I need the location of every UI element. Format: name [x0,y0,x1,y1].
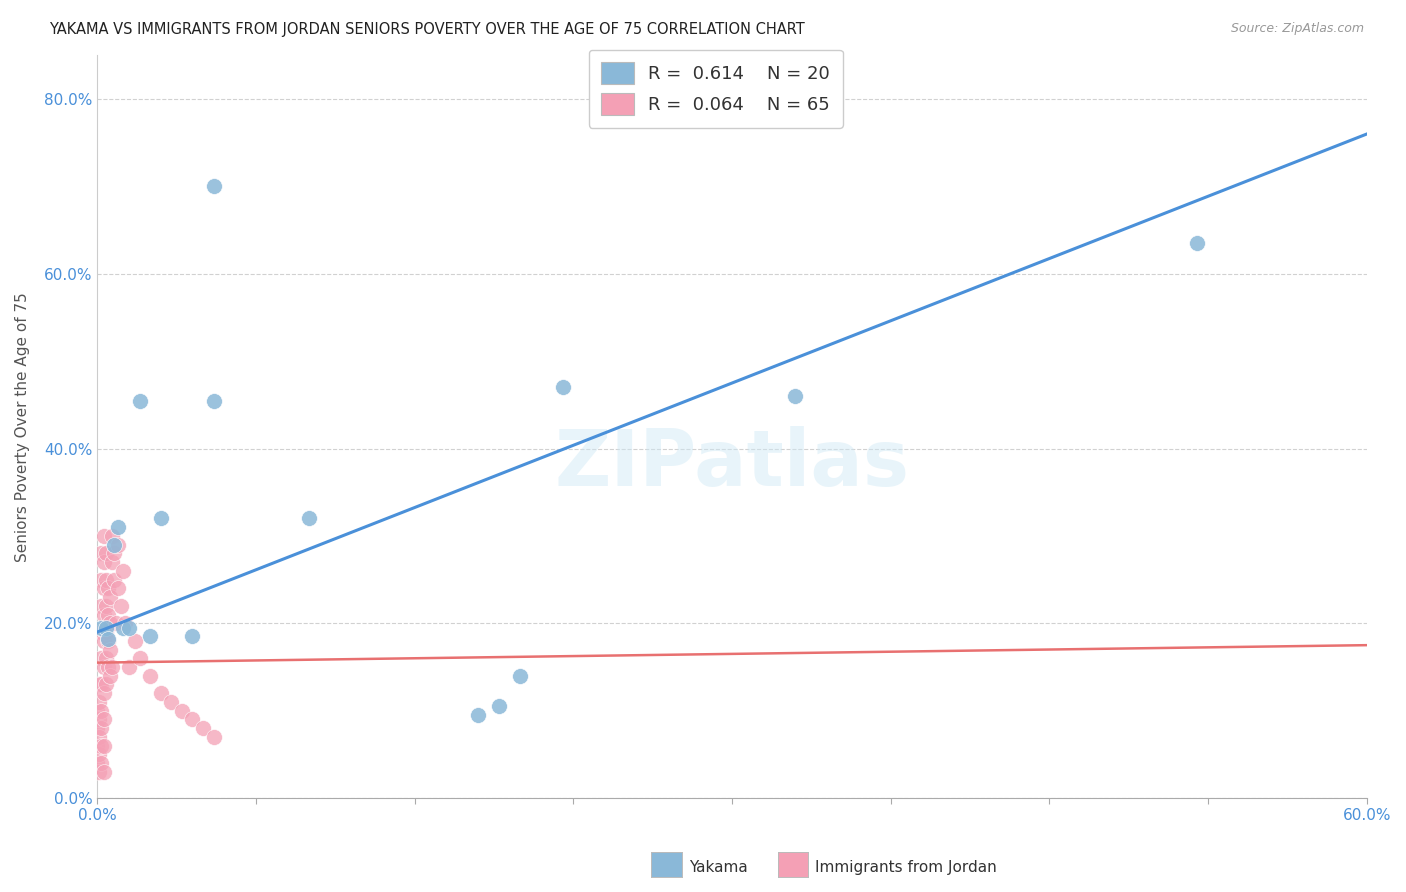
Point [128,393,150,408]
Point [124,633,146,648]
Point [298,511,321,525]
Point [89,730,111,744]
Point [128,651,150,665]
Point [110,599,132,613]
Point [90,677,112,691]
Point [93,660,115,674]
Point [97,632,120,646]
Point [101,660,124,674]
Point [94,677,117,691]
Point [93,607,115,622]
Point [551,380,574,394]
Point [181,713,204,727]
Point [103,546,125,560]
Point [103,573,125,587]
Point [93,686,115,700]
Point [90,704,112,718]
Point [93,713,115,727]
Point [139,669,162,683]
Point [94,599,117,613]
Point [488,699,510,714]
Text: ZIPatlas: ZIPatlas [554,425,910,502]
Legend: R =  0.614    N = 20, R =  0.064    N = 65: R = 0.614 N = 20, R = 0.064 N = 65 [589,50,842,128]
Point [93,739,115,753]
Point [98,590,121,604]
Point [86,739,108,753]
Point [94,573,117,587]
Point [86,756,108,771]
Point [90,599,112,613]
Point [191,721,214,735]
Point [97,607,120,622]
Point [93,555,115,569]
Point [114,616,136,631]
Point [170,704,193,718]
Point [93,764,115,779]
Point [97,582,120,596]
Point [90,621,112,635]
Point [111,621,134,635]
Point [90,546,112,560]
Point [93,582,115,596]
Point [98,616,121,631]
Point [93,529,115,543]
Point [509,669,531,683]
Point [89,713,111,727]
Point [105,616,128,631]
Point [90,573,112,587]
Point [103,538,125,552]
Point [98,642,121,657]
Point [94,651,117,665]
Point [1187,236,1209,251]
Point [89,677,111,691]
Point [149,686,172,700]
Point [89,764,111,779]
Point [98,669,121,683]
Point [97,633,120,648]
Point [86,704,108,718]
Point [118,660,141,674]
Point [93,633,115,648]
Point [111,564,134,578]
Point [90,756,112,771]
Point [107,520,129,534]
Point [202,393,225,408]
Point [160,695,183,709]
Point [94,546,117,560]
Point [118,621,141,635]
Point [139,629,162,643]
Point [785,389,807,403]
Point [86,721,108,735]
Text: Immigrants from Jordan: Immigrants from Jordan [815,861,997,875]
Point [90,721,112,735]
Point [101,529,124,543]
Point [94,625,117,640]
Point [101,555,124,569]
Point [181,629,204,643]
Point [97,660,120,674]
Point [90,625,112,640]
Point [89,695,111,709]
Point [107,582,129,596]
Point [202,179,225,194]
Text: Yakama: Yakama [689,861,748,875]
Y-axis label: Seniors Poverty Over the Age of 75: Seniors Poverty Over the Age of 75 [15,292,30,562]
Point [90,739,112,753]
Point [94,621,117,635]
Point [107,538,129,552]
Point [467,708,489,723]
Point [89,747,111,762]
Text: Source: ZipAtlas.com: Source: ZipAtlas.com [1230,22,1364,36]
Point [202,730,225,744]
Point [149,511,172,525]
Text: YAKAMA VS IMMIGRANTS FROM JORDAN SENIORS POVERTY OVER THE AGE OF 75 CORRELATION : YAKAMA VS IMMIGRANTS FROM JORDAN SENIORS… [49,22,806,37]
Point [90,651,112,665]
